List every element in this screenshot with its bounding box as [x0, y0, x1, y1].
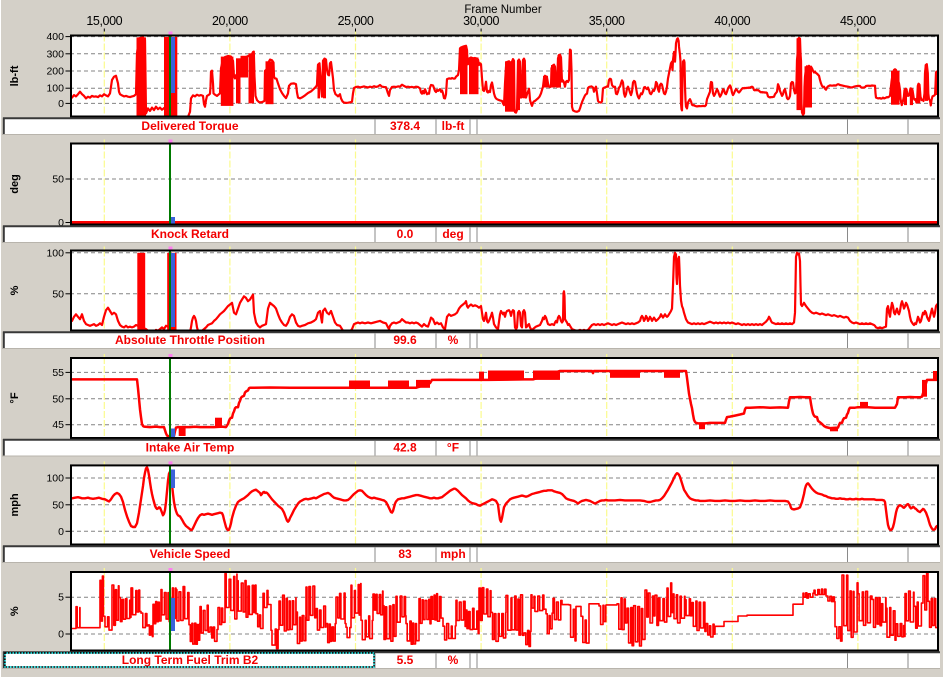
svg-text:%: %: [448, 653, 459, 667]
svg-text:deg: deg: [442, 227, 463, 241]
svg-text:42.8: 42.8: [393, 441, 417, 455]
svg-text:100: 100: [46, 247, 64, 259]
svg-text:25,000: 25,000: [338, 14, 374, 28]
svg-text:50: 50: [52, 393, 64, 405]
svg-text:Intake Air Temp: Intake Air Temp: [146, 441, 235, 455]
svg-text:%: %: [9, 606, 21, 616]
svg-text:40,000: 40,000: [714, 14, 750, 28]
svg-text:50: 50: [52, 174, 64, 186]
svg-text:0: 0: [58, 629, 64, 641]
svg-text:100: 100: [46, 83, 64, 95]
svg-text:Frame Number: Frame Number: [464, 4, 541, 16]
svg-text:378.4: 378.4: [390, 119, 420, 133]
svg-text:0: 0: [58, 217, 64, 229]
svg-text:50: 50: [52, 499, 64, 511]
svg-text:5: 5: [58, 592, 64, 604]
svg-text:100: 100: [46, 473, 64, 485]
svg-text:30,000: 30,000: [463, 14, 499, 28]
svg-text:Absolute Throttle Position: Absolute Throttle Position: [115, 333, 265, 347]
svg-text:45,000: 45,000: [840, 14, 876, 28]
svg-text:°F: °F: [447, 441, 459, 455]
svg-text:lb-ft: lb-ft: [9, 65, 21, 86]
svg-text:83: 83: [398, 547, 412, 561]
svg-text:Delivered Torque: Delivered Torque: [141, 119, 238, 133]
svg-text:mph: mph: [9, 493, 21, 517]
svg-text:55: 55: [52, 367, 64, 379]
svg-text:%: %: [448, 333, 459, 347]
svg-text:20,000: 20,000: [212, 14, 248, 28]
svg-text:0: 0: [58, 98, 64, 110]
svg-text:50: 50: [52, 288, 64, 300]
svg-text:%: %: [9, 285, 21, 295]
svg-text:°F: °F: [9, 392, 21, 403]
svg-text:mph: mph: [440, 547, 465, 561]
svg-text:400: 400: [46, 31, 64, 43]
svg-text:deg: deg: [9, 174, 21, 194]
svg-text:0.0: 0.0: [397, 227, 414, 241]
svg-text:15,000: 15,000: [86, 14, 122, 28]
svg-text:35,000: 35,000: [589, 14, 625, 28]
svg-text:Vehicle Speed: Vehicle Speed: [150, 547, 231, 561]
svg-text:lb-ft: lb-ft: [442, 119, 465, 133]
svg-text:300: 300: [46, 48, 64, 60]
svg-text:99.6: 99.6: [393, 333, 417, 347]
svg-text:Knock Retard: Knock Retard: [151, 227, 229, 241]
svg-text:200: 200: [46, 66, 64, 78]
svg-text:45: 45: [52, 419, 64, 431]
svg-text:Long Term Fuel Trim B2: Long Term Fuel Trim B2: [122, 653, 259, 667]
svg-text:5.5: 5.5: [397, 653, 414, 667]
svg-text:0: 0: [58, 526, 64, 538]
